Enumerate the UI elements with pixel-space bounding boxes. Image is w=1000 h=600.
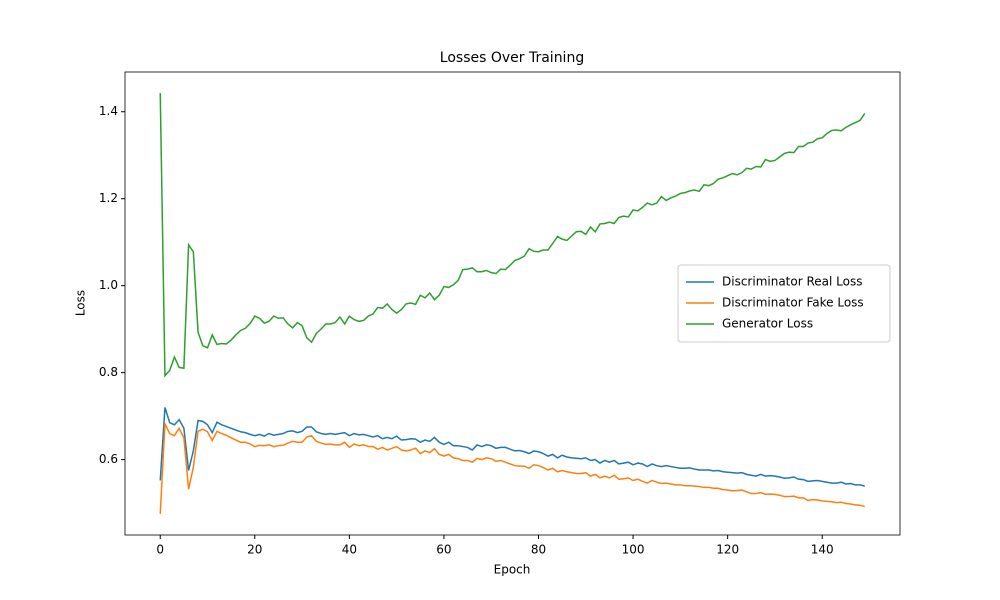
y-tick-label: 1.2 (99, 191, 118, 205)
legend-label: Generator Loss (722, 317, 813, 331)
x-tick-label: 60 (436, 543, 451, 557)
y-tick-label: 1.0 (99, 278, 118, 292)
y-tick-label: 0.6 (99, 452, 118, 466)
x-tick-label: 140 (811, 543, 834, 557)
x-tick-label: 0 (156, 543, 164, 557)
series-line (159, 421, 865, 514)
x-tick-label: 80 (531, 543, 546, 557)
x-tick-label: 100 (622, 543, 645, 557)
series-line (159, 407, 865, 487)
series-line (159, 93, 866, 378)
x-tick-label: 120 (716, 543, 739, 557)
legend-box (677, 264, 891, 343)
x-axis-label: Epoch (494, 563, 531, 577)
legend: Discriminator Real Loss Discriminator Fak… (677, 264, 891, 343)
legend-label: Discriminator Real Loss (722, 275, 862, 289)
y-tick-label: 1.4 (99, 104, 118, 118)
plot-frame (124, 71, 901, 536)
x-tick-label: 40 (342, 543, 357, 557)
chart-title: Losses Over Training (440, 50, 584, 66)
y-axis-label: Loss (74, 290, 88, 316)
x-tick-label: 20 (247, 543, 262, 557)
legend-label: Discriminator Fake Loss (722, 296, 864, 310)
y-tick-label: 0.8 (99, 365, 118, 379)
